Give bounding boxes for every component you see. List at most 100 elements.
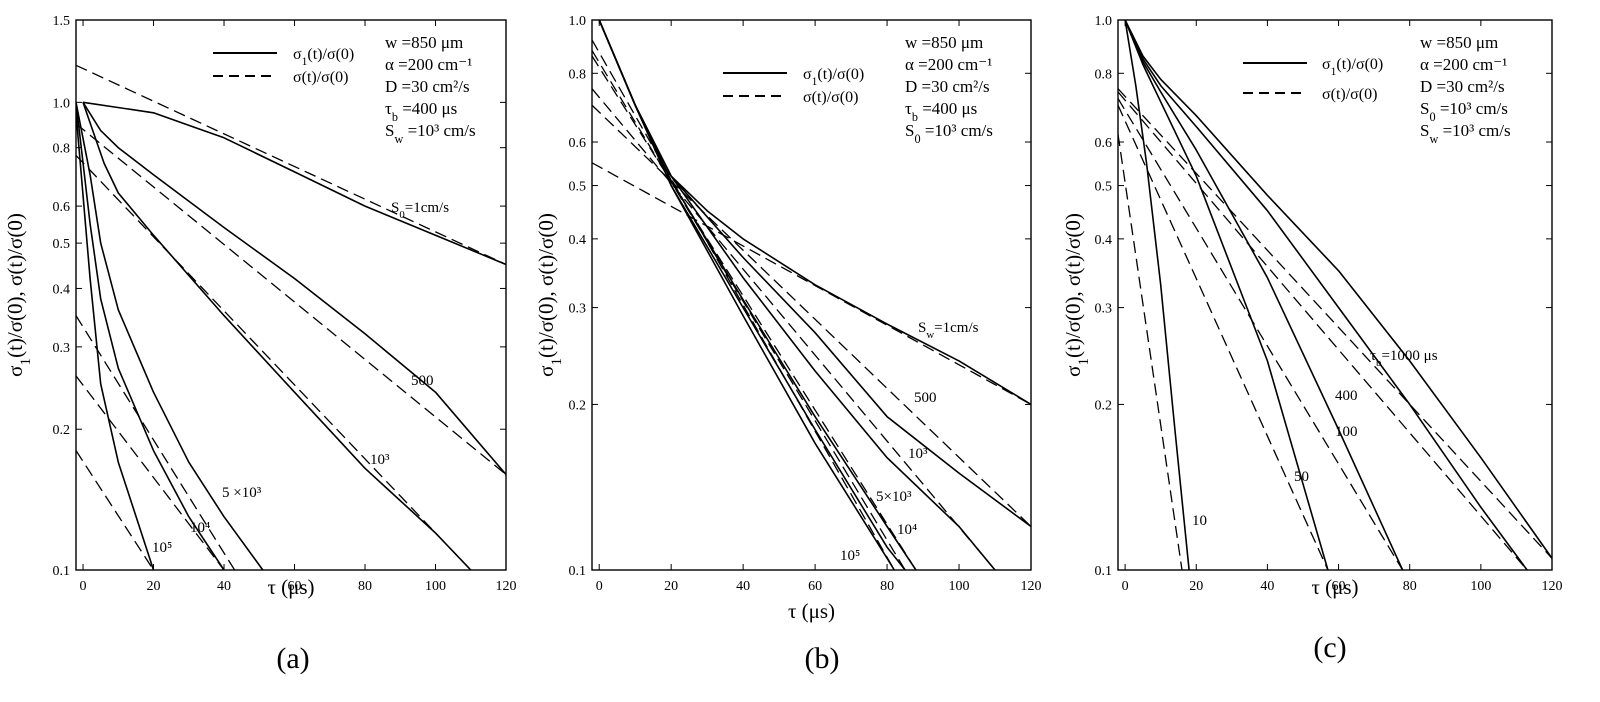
legend-dashed-label: σ(t)/σ(0) — [293, 69, 348, 86]
curve-label: 5×10³ — [876, 489, 912, 505]
curve-label: Sw=1cm/s — [918, 320, 979, 341]
curve-label: 10³ — [908, 446, 928, 462]
series-group — [76, 64, 506, 570]
parameter-text: Sw =10³ cm/s — [385, 121, 476, 146]
curve-label: 10 — [1192, 513, 1207, 529]
series-dashed-line — [76, 154, 472, 570]
panel-b: 0 20 40 60 80 100 120 0.1 0.2 0.3 0.4 0.5 0.6 0.8 1.0 τ… — [534, 14, 1042, 675]
y-tick-label: 0.8 — [53, 142, 71, 157]
curve-label: 10⁵ — [840, 548, 860, 564]
series-dashed-line — [1118, 104, 1329, 570]
y-tick-label: 0.8 — [1095, 67, 1113, 82]
curve-label: 10³ — [370, 452, 390, 468]
parameter-text: D =30 cm²/s — [385, 77, 470, 96]
x-tick-label: 20 — [1189, 579, 1203, 594]
x-tick-label: 80 — [880, 579, 894, 594]
panel-label: (c) — [1313, 631, 1346, 664]
series-solid-line — [82, 101, 506, 266]
series-solid-line — [598, 20, 917, 570]
parameter-list: w =850 μm α =200 cm⁻¹ D =30 cm²/s S0 =10³ c… — [1420, 33, 1511, 146]
y-tick-label: 1.5 — [53, 14, 71, 29]
y-tick-label: 0.8 — [569, 67, 587, 82]
series-dashed-line — [76, 64, 506, 266]
panel-c: 0 20 40 60 80 100 120 0.1 0.2 0.3 0.4 0.5 0.6 0.8 1.0 τ… — [1061, 14, 1563, 664]
plot-frame — [1117, 19, 1553, 571]
y-tick-label: 0.6 — [569, 136, 587, 151]
curve-label: 100 — [1335, 424, 1358, 440]
y-tick-label: 0.4 — [569, 233, 587, 248]
parameter-text: α =200 cm⁻¹ — [905, 55, 992, 74]
series-solid-line — [76, 102, 264, 570]
series-solid-line — [82, 101, 506, 476]
series-group — [1118, 20, 1552, 570]
curve-label: τb=1000 μs — [1370, 348, 1438, 369]
series-dashed-line — [592, 162, 1031, 405]
x-axis-label: τ (μs) — [1311, 575, 1358, 599]
series-dashed-line — [592, 55, 917, 570]
x-tick-label: 40 — [736, 579, 750, 594]
curve-label: 10⁴ — [190, 520, 210, 536]
y-tick-label: 0.4 — [1095, 233, 1113, 248]
series-dashed-line — [1118, 98, 1404, 570]
y-tick-label: 1.0 — [1095, 14, 1113, 29]
curve-label: 500 — [914, 390, 937, 406]
parameter-text: Sw =10³ cm/s — [1420, 121, 1511, 146]
parameter-text: α =200 cm⁻¹ — [385, 55, 472, 74]
y-tick-label: 0.1 — [569, 564, 587, 579]
series-solid-line — [1124, 20, 1190, 570]
x-tick-label: 60 — [288, 579, 302, 594]
series-solid-line — [82, 102, 472, 570]
y-tick-label: 1.0 — [53, 96, 71, 111]
parameter-text: D =30 cm²/s — [905, 77, 990, 96]
series-dashed-line — [1118, 91, 1528, 570]
legend-solid-label: σ1(t)/σ(0) — [1322, 56, 1383, 78]
parameter-text: w =850 μm — [1420, 33, 1498, 52]
parameter-text: α =200 cm⁻¹ — [1420, 55, 1507, 74]
series-dashed-line — [1118, 134, 1183, 570]
series-solid-line — [1124, 20, 1404, 570]
y-tick-label: 0.1 — [1095, 564, 1113, 579]
x-axis-label: τ (μs) — [267, 575, 314, 599]
curve-label: 50 — [1294, 469, 1309, 485]
x-tick-label: 40 — [217, 579, 231, 594]
y-tick-label: 0.6 — [53, 200, 71, 215]
x-tick-label: 80 — [358, 579, 372, 594]
curve-label: 10⁵ — [152, 540, 172, 556]
x-tick-label: 120 — [1021, 579, 1042, 594]
y-tick-label: 0.2 — [569, 398, 587, 413]
x-tick-label: 120 — [496, 579, 517, 594]
x-tick-label: 40 — [1260, 579, 1274, 594]
y-tick-label: 0.5 — [53, 237, 71, 252]
y-tick-label: 0.2 — [53, 423, 71, 438]
panel-a: 0 20 40 60 80 100 120 0.1 0.2 0.3 0.4 0.5 0.6 0.8 1.0 1… — [3, 14, 517, 675]
parameter-text: τb =400 μs — [385, 99, 457, 124]
parameter-text: w =850 μm — [385, 33, 463, 52]
series-solid-line — [1124, 20, 1329, 570]
series-group — [592, 20, 1031, 570]
parameter-text: τb =400 μs — [905, 99, 977, 124]
x-tick-label: 20 — [664, 579, 678, 594]
y-tick-label: 0.5 — [1095, 180, 1113, 195]
x-tick-label: 120 — [1542, 579, 1563, 594]
x-tick-label: 100 — [1470, 579, 1491, 594]
plot-frame — [591, 19, 1032, 571]
legend-dashed-label: σ(t)/σ(0) — [1322, 86, 1377, 103]
y-tick-label: 0.3 — [569, 302, 587, 317]
y-tick-label: 0.5 — [569, 180, 587, 195]
series-solid-line — [76, 102, 225, 570]
series-dashed-line — [76, 123, 506, 476]
y-tick-label: 0.2 — [1095, 398, 1113, 413]
y-axis-label: σ1(t)/σ(0), σ(t)/σ(0) — [534, 213, 565, 377]
x-tick-label: 0 — [80, 579, 87, 594]
x-tick-label: 0 — [596, 579, 603, 594]
parameter-list: w =850 μm α =200 cm⁻¹ D =30 cm²/s τb =400 μ… — [905, 33, 993, 146]
series-solid-line — [598, 20, 906, 570]
legend-solid-label: σ1(t)/σ(0) — [293, 46, 354, 68]
series-solid-line — [1124, 20, 1528, 570]
parameter-list: w =850 μm α =200 cm⁻¹ D =30 cm²/s τb =400 μ… — [385, 33, 476, 146]
y-tick-label: 1.0 — [569, 14, 587, 29]
curve-label: 10⁴ — [897, 522, 917, 538]
x-axis-label: τ (μs) — [788, 599, 835, 623]
x-tick-label: 20 — [147, 579, 161, 594]
